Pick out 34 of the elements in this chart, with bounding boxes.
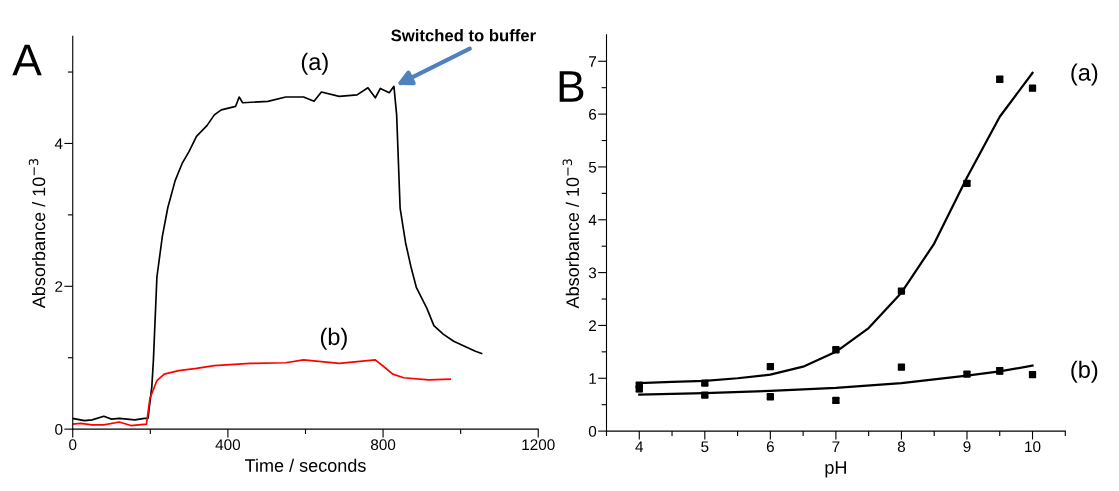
text: A xyxy=(12,44,42,76)
x-tick-label: 10 xyxy=(1025,441,1041,453)
x-tick-label: 5 xyxy=(701,441,709,453)
x-axis-title: pH xyxy=(825,461,846,478)
y-tick-label: 4 xyxy=(54,138,63,149)
y-axis-title: Absorbance / 10$^{−3}$ xyxy=(562,159,580,309)
text: (a) xyxy=(1071,63,1098,86)
x-tick-label: 1200 xyxy=(522,439,555,451)
x-tick-label: 800 xyxy=(370,439,396,451)
y-tick-label: 5 xyxy=(588,161,597,173)
y-tick-label: 1 xyxy=(589,373,597,384)
annotation: (b) xyxy=(320,327,347,350)
y-tick-label: 7 xyxy=(589,56,597,67)
x-tick-label: 9 xyxy=(963,441,971,453)
annotation: Switched to buffer xyxy=(391,29,536,42)
x-tick-label: 8 xyxy=(897,441,906,453)
x-axis-title: Time / seconds xyxy=(245,458,366,472)
y-tick-label: 4 xyxy=(588,214,597,226)
y-tick-label: 3 xyxy=(588,267,597,279)
text: B xyxy=(559,71,584,102)
annotation: (a) xyxy=(301,52,328,75)
x-tick-label: 6 xyxy=(766,441,774,453)
x-tick-label: 400 xyxy=(215,439,241,451)
y-tick-label: 0 xyxy=(588,425,597,437)
y-tick-label: 6 xyxy=(589,108,597,120)
text: (b) xyxy=(1071,360,1098,383)
y-tick-label: 2 xyxy=(589,320,597,331)
y-axis-title: Absorbance / 10$^{−3}$ xyxy=(28,158,46,309)
x-tick-label: 4 xyxy=(635,441,644,452)
x-tick-label: 0 xyxy=(69,439,77,451)
x-tick-label: 7 xyxy=(832,441,840,452)
line-series xyxy=(72,359,452,427)
y-tick-label: 2 xyxy=(55,281,63,292)
y-tick-label: 0 xyxy=(55,424,63,435)
